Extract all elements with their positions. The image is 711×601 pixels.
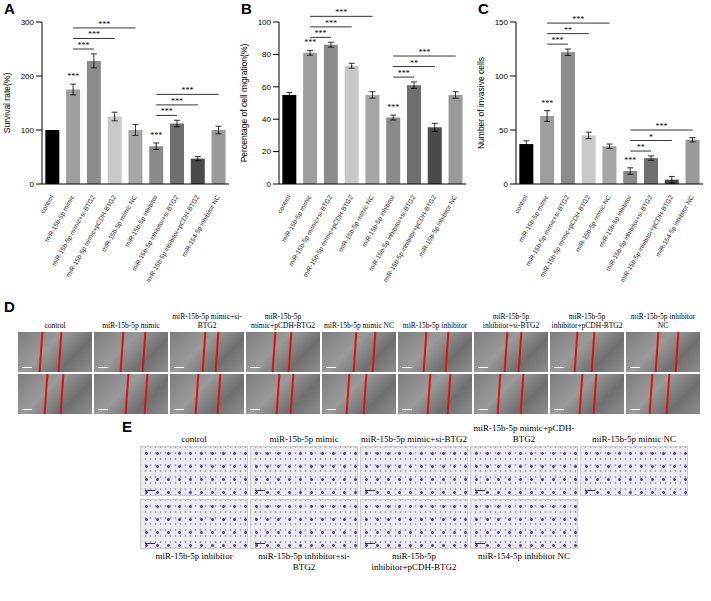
svg-text:miR-15b-5p inhibitor: miR-15b-5p inhibitor xyxy=(123,193,159,248)
html-text:miR-15b-5p mimic NC: miR-15b-5p mimic NC xyxy=(324,321,394,330)
svg-text:miR-15b-5p mimic+pCDH-BTG2: miR-15b-5p mimic+pCDH-BTG2 xyxy=(64,193,118,279)
svg-text:***: *** xyxy=(161,107,173,116)
svg-text:***: *** xyxy=(315,29,327,38)
svg-text:miR-15b-5p inhibitor+pCDH-BTG2: miR-15b-5p inhibitor+pCDH-BTG2 xyxy=(144,193,201,284)
svg-text:**: ** xyxy=(410,59,418,68)
svg-text:miR-15b-5p mimic: miR-15b-5p mimic xyxy=(517,193,550,243)
html-text:control: control xyxy=(44,321,66,330)
svg-text:100: 100 xyxy=(495,72,509,81)
html-text:control: control xyxy=(181,434,207,444)
svg-text:***: *** xyxy=(181,86,193,95)
svg-text:miR-15b-5p mimic NC: miR-15b-5p mimic NC xyxy=(337,194,376,254)
svg-text:***: *** xyxy=(541,99,553,108)
svg-text:50: 50 xyxy=(499,126,508,135)
svg-text:control: control xyxy=(513,193,529,214)
html-text:miR-15b-5p inhibitor: miR-15b-5p inhibitor xyxy=(402,321,468,330)
html-text:miR-15b-5p inhibitor: miR-15b-5p inhibitor xyxy=(155,551,233,561)
svg-text:150: 150 xyxy=(495,18,509,27)
html-text:A: A xyxy=(4,0,15,17)
svg-text:control: control xyxy=(276,193,292,214)
svg-text:Survival rate(%): Survival rate(%) xyxy=(2,73,12,134)
svg-text:20: 20 xyxy=(262,147,271,156)
html-text:miR-15b-5p mimic: miR-15b-5p mimic xyxy=(269,434,339,444)
svg-text:300: 300 xyxy=(21,18,35,27)
svg-text:***: *** xyxy=(150,131,162,140)
html-text:miR-15b-5p inhibitor+si-BTG2: miR-15b-5p inhibitor+si-BTG2 xyxy=(482,312,540,330)
html-text:D: D xyxy=(4,298,15,315)
svg-text:Number of invasive cells: Number of invasive cells xyxy=(476,57,486,149)
svg-text:*: * xyxy=(649,133,653,142)
svg-text:0: 0 xyxy=(30,180,35,189)
html-text:miR-15b-5p mimic+si-BTG2: miR-15b-5p mimic+si-BTG2 xyxy=(172,312,242,330)
svg-text:***: *** xyxy=(552,36,564,45)
svg-text:miR-15b-5p mimic NC: miR-15b-5p mimic NC xyxy=(574,194,613,254)
html-text:miR-15b-5p inhibitor NC: miR-15b-5p inhibitor NC xyxy=(630,312,696,330)
svg-text:miR-15b-5p mimic+pCDH-BTG2: miR-15b-5p mimic+pCDH-BTG2 xyxy=(538,193,592,279)
svg-text:control: control xyxy=(39,193,55,214)
svg-text:***: *** xyxy=(78,41,90,50)
svg-text:miR-154-5p inhibitor NC: miR-154-5p inhibitor NC xyxy=(180,194,222,259)
svg-text:miR-15b-5p inhibitor: miR-15b-5p inhibitor xyxy=(360,193,396,248)
svg-text:40: 40 xyxy=(262,115,271,124)
html-text:E: E xyxy=(122,418,132,435)
html-text:miR-15b-5p inhibitor+si-BTG2: miR-15b-5p inhibitor+si-BTG2 xyxy=(258,551,350,572)
svg-text:***: *** xyxy=(398,69,410,78)
svg-text:miR-15b-5p mimic+si-BTG2: miR-15b-5p mimic+si-BTG2 xyxy=(50,193,97,267)
svg-text:miR-15b-5p mimic+si-BTG2: miR-15b-5p mimic+si-BTG2 xyxy=(287,193,334,267)
svg-text:80: 80 xyxy=(262,50,271,59)
svg-text:miR-15b-5p mimic+si-BTG2: miR-15b-5p mimic+si-BTG2 xyxy=(524,193,571,267)
svg-text:miR-15b-5p inhibitor NC: miR-15b-5p inhibitor NC xyxy=(417,194,459,259)
svg-text:miR-154-5p inhibitor NC: miR-154-5p inhibitor NC xyxy=(654,194,696,259)
svg-text:***: *** xyxy=(325,19,337,28)
html-text:miR-15b-5p mimic NC: miR-15b-5p mimic NC xyxy=(592,434,676,444)
svg-text:miR-15b-5p mimic: miR-15b-5p mimic xyxy=(43,193,76,243)
svg-text:***: *** xyxy=(387,103,399,112)
svg-text:miR-15b-5p inhibitor+si-BTG2: miR-15b-5p inhibitor+si-BTG2 xyxy=(367,193,417,272)
svg-text:***: *** xyxy=(304,38,316,47)
html-text:miR-15b-5p inhibitor+pCDH-BTG2: miR-15b-5p inhibitor+pCDH-BTG2 xyxy=(551,312,623,330)
svg-text:miR-15b-5p mimic+pCDH-BTG2: miR-15b-5p mimic+pCDH-BTG2 xyxy=(301,193,355,279)
svg-text:100: 100 xyxy=(21,126,35,135)
svg-text:0: 0 xyxy=(267,180,272,189)
svg-text:200: 200 xyxy=(21,72,35,81)
svg-text:0: 0 xyxy=(504,180,509,189)
svg-text:miR-15b-5p inhibitor+si-BTG2: miR-15b-5p inhibitor+si-BTG2 xyxy=(604,193,654,272)
svg-text:60: 60 xyxy=(262,83,271,92)
svg-text:***: *** xyxy=(98,20,110,29)
svg-text:100: 100 xyxy=(258,18,272,27)
svg-text:***: *** xyxy=(335,8,347,17)
svg-text:miR-15b-5p inhibitor+si-BTG2: miR-15b-5p inhibitor+si-BTG2 xyxy=(130,193,180,272)
svg-text:**: ** xyxy=(564,26,572,35)
html-text:C: C xyxy=(478,0,489,17)
svg-text:miR-15b-5p inhibitor+pCDH-BTG2: miR-15b-5p inhibitor+pCDH-BTG2 xyxy=(618,193,675,284)
svg-text:***: *** xyxy=(67,72,79,81)
svg-text:miR-15b-5p inhibitor: miR-15b-5p inhibitor xyxy=(597,193,633,248)
svg-text:***: *** xyxy=(655,122,667,131)
svg-text:***: *** xyxy=(88,30,100,39)
html-text:B: B xyxy=(241,0,252,17)
html-text:miR-15b-5p mimic+pCDH-BTG2: miR-15b-5p mimic+pCDH-BTG2 xyxy=(250,312,316,330)
svg-text:Percentage of cell migration(%: Percentage of cell migration(%) xyxy=(239,44,249,163)
svg-text:***: *** xyxy=(418,48,430,57)
svg-text:***: *** xyxy=(624,156,636,165)
html-text:miR-15b-5p mimic: miR-15b-5p mimic xyxy=(102,321,160,330)
svg-text:miR-15b-5p mimic NC: miR-15b-5p mimic NC xyxy=(100,194,139,254)
html-text:miR-15b-5p mimic+si-BTG2: miR-15b-5p mimic+si-BTG2 xyxy=(361,434,467,444)
svg-text:miR-15b-5p inhibitor+pCDH-BTG2: miR-15b-5p inhibitor+pCDH-BTG2 xyxy=(381,193,438,284)
svg-text:**: ** xyxy=(637,143,645,152)
svg-text:***: *** xyxy=(572,15,584,24)
svg-text:***: *** xyxy=(171,97,183,106)
html-text:miR-15b-5p inhibitor+pCDH-BTG2: miR-15b-5p inhibitor+pCDH-BTG2 xyxy=(371,551,457,572)
html-text:miR-15b-5p mimic+pCDH-BTG2: miR-15b-5p mimic+pCDH-BTG2 xyxy=(473,423,575,444)
svg-text:miR-15b-5p mimic: miR-15b-5p mimic xyxy=(280,193,313,243)
html-text:miR-154-5p inhibitor NC: miR-154-5p inhibitor NC xyxy=(478,551,570,561)
